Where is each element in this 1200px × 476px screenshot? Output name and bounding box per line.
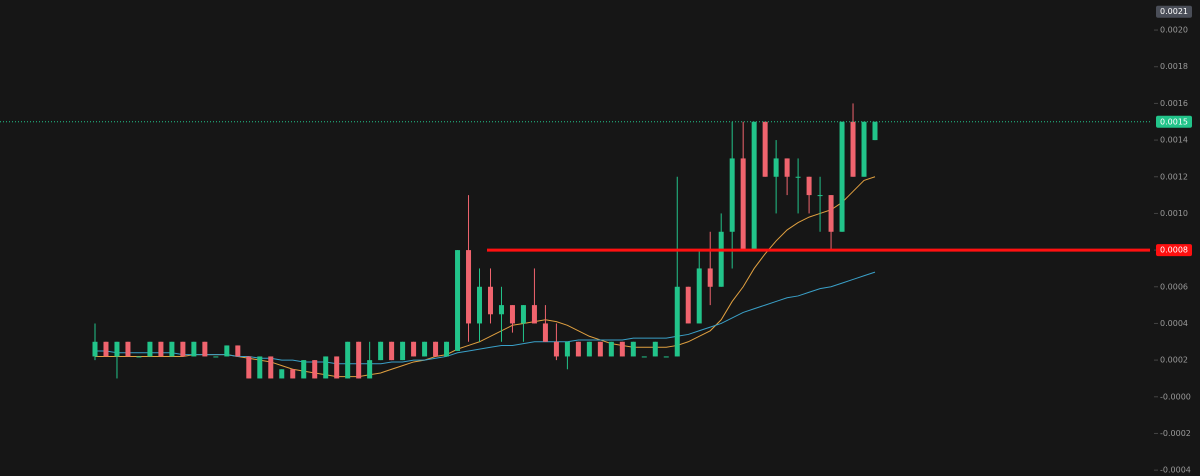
candle-body [498, 305, 504, 315]
y-tick-label: 0.0002 [1160, 356, 1188, 365]
candle-body [674, 286, 680, 357]
candle-body [784, 158, 790, 177]
candle-body [389, 341, 395, 361]
candle-body [378, 341, 384, 361]
candle-body [520, 305, 526, 324]
candle-body [466, 250, 472, 324]
candle-body [400, 341, 406, 361]
candle-body [531, 305, 537, 324]
y-tick-label: -0.0002 [1160, 429, 1191, 438]
candle-body [235, 345, 241, 357]
y-tick-label: 0.0012 [1160, 172, 1188, 181]
candle-body [696, 268, 702, 324]
y-tick-label: -0.0000 [1160, 392, 1191, 401]
candle-body [718, 231, 724, 287]
y-tick-label: 0.0004 [1160, 319, 1188, 328]
candle-body [597, 341, 603, 357]
candle-body [455, 250, 461, 351]
candle-body [641, 356, 647, 358]
y-tick-label: 0.0014 [1160, 136, 1188, 145]
last-price-box [1156, 5, 1192, 18]
candle-body [795, 176, 801, 178]
candle-body [575, 341, 581, 357]
candle-body [268, 356, 274, 379]
price-label-box [1156, 244, 1192, 257]
last-price-label: 0.0021 [1160, 7, 1188, 16]
candle-body [861, 121, 867, 177]
candle-body [586, 341, 592, 357]
candle-body [828, 195, 834, 232]
candle-body [619, 341, 625, 357]
candle-body [356, 341, 362, 379]
candle-body [246, 356, 252, 379]
candle-body [477, 286, 483, 324]
candle-body [213, 356, 219, 358]
price-label: 0.0015 [1160, 117, 1188, 126]
candle-body [542, 323, 548, 342]
candle-body [663, 356, 669, 358]
candle-body [114, 341, 120, 357]
candle-body [301, 360, 307, 379]
candle-body [224, 345, 230, 357]
candle-body [839, 121, 845, 232]
candle-body [872, 121, 878, 141]
candle-body [850, 121, 856, 177]
candle-body [751, 121, 757, 251]
price-label: 0.0008 [1160, 246, 1188, 255]
y-tick-label: -0.0004 [1160, 466, 1191, 475]
candle-body [817, 195, 823, 197]
candle-body [433, 341, 439, 357]
candle-body [147, 341, 153, 357]
candle-body [312, 360, 318, 379]
y-tick-label: 0.0010 [1160, 209, 1188, 218]
y-tick-label: 0.0016 [1160, 99, 1188, 108]
candle-body [444, 341, 450, 357]
candle-body [806, 176, 812, 196]
candle-body [290, 369, 296, 379]
candle-body [125, 341, 131, 357]
candle-body [740, 158, 746, 251]
candle-body [630, 341, 636, 357]
candle-body [136, 356, 142, 358]
candle-body [257, 356, 263, 379]
candle-body [762, 121, 768, 177]
candle-body [652, 341, 658, 357]
candle-body [334, 356, 340, 379]
y-tick-label: 0.0006 [1160, 282, 1188, 291]
candle-body [180, 341, 186, 357]
candle-body [729, 158, 735, 232]
candle-body [103, 341, 109, 357]
candle-body [158, 341, 164, 357]
candle-body [191, 341, 197, 357]
candle-body [487, 286, 493, 315]
candle-body [685, 286, 691, 324]
candle-body [202, 341, 208, 357]
candle-body [553, 341, 559, 357]
candle-body [323, 356, 329, 379]
candle-body [169, 341, 175, 357]
candle-body [564, 341, 570, 357]
candle-body [707, 268, 713, 287]
candle-body [367, 360, 373, 379]
candle-body [345, 341, 351, 379]
candle-body [92, 341, 98, 357]
candle-body [279, 369, 285, 379]
y-tick-label: 0.0018 [1160, 62, 1188, 71]
y-tick-label: 0.0020 [1160, 26, 1188, 35]
candle-body [773, 158, 779, 177]
price-label-box [1156, 115, 1192, 128]
candle-body [411, 341, 417, 357]
candle-body [509, 305, 515, 324]
candle-body [422, 341, 428, 357]
candle-body [608, 341, 614, 357]
